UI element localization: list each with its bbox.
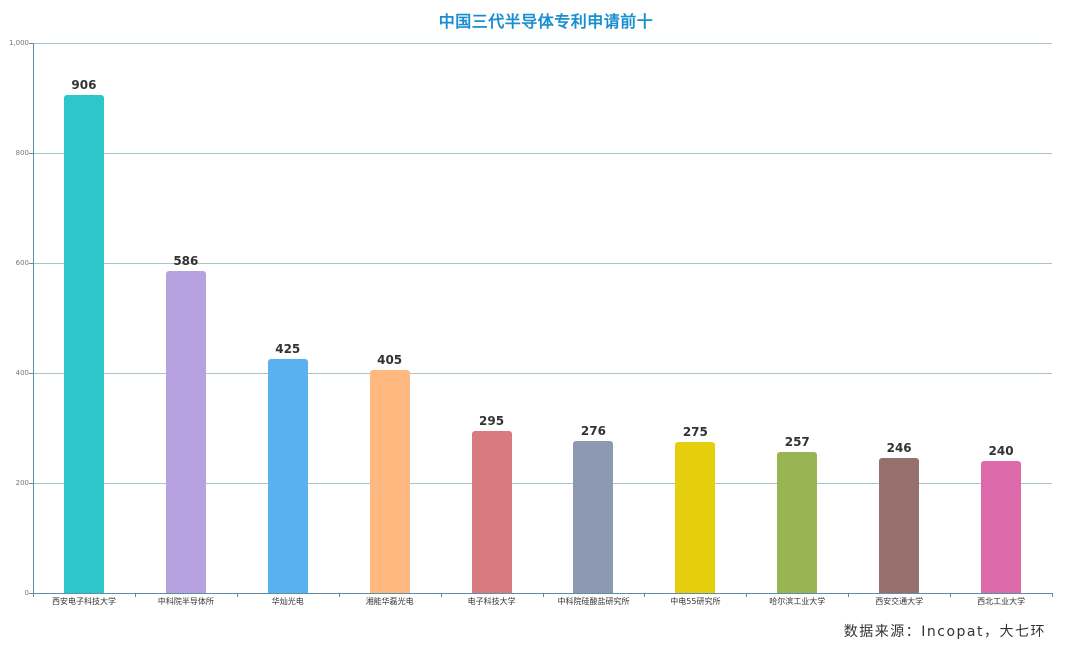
x-category-label: 中电55研究所 <box>670 597 721 606</box>
bar[interactable] <box>879 457 920 593</box>
bar[interactable] <box>675 441 716 593</box>
x-category-label: 中科院硅酸盐研究所 <box>557 597 630 606</box>
y-tick <box>29 373 33 374</box>
x-category-label: 中科院半导体所 <box>157 597 214 606</box>
x-tick <box>542 593 544 597</box>
x-tick <box>950 593 952 597</box>
x-category-label: 西安交通大学 <box>875 597 924 606</box>
x-tick <box>338 593 340 597</box>
x-tick <box>33 593 34 597</box>
x-tick <box>1052 593 1053 597</box>
x-tick <box>236 593 238 597</box>
bar-value-label: 257 <box>784 434 810 449</box>
y-tick-label: 800 <box>15 149 29 157</box>
bar[interactable] <box>981 461 1022 593</box>
bar[interactable] <box>165 270 206 593</box>
y-tick <box>29 43 33 44</box>
bar-value-label: 240 <box>988 444 1014 458</box>
x-axis-line <box>33 593 1052 594</box>
bar-value-label: 425 <box>275 342 301 357</box>
x-tick <box>440 593 442 597</box>
x-category-label: 华灿光电 <box>271 597 304 606</box>
x-category-label: 西安电子科技大学 <box>52 597 116 606</box>
gridline <box>33 43 1052 44</box>
y-tick <box>29 263 33 264</box>
y-tick-label: 1,000 <box>8 39 29 47</box>
gridline <box>33 373 1052 374</box>
x-tick <box>644 593 646 597</box>
bar[interactable] <box>777 451 818 593</box>
bar-value-label: 906 <box>71 77 97 92</box>
y-tick-label: 0 <box>24 589 29 597</box>
y-tick <box>29 593 33 594</box>
bar[interactable] <box>573 441 614 593</box>
x-tick <box>848 593 850 597</box>
data-source-caption: 数据来源：Incopat，大七环 <box>843 624 1046 640</box>
y-tick-label: 600 <box>15 259 29 267</box>
x-tick <box>134 593 136 597</box>
bar-value-label: 246 <box>886 440 912 455</box>
bar-value-label: 275 <box>682 424 708 439</box>
x-category-label: 湘能华磊光电 <box>365 597 414 606</box>
chart-title: 中国三代半导体专利申请前十 <box>438 12 654 31</box>
y-axis-line <box>33 43 34 593</box>
x-category-label: 哈尔滨工业大学 <box>769 597 826 606</box>
bar-value-label: 295 <box>479 413 505 428</box>
bar[interactable] <box>369 370 410 593</box>
x-category-label: 西北工业大学 <box>977 597 1026 606</box>
bar-value-label: 586 <box>173 253 199 268</box>
gridline <box>33 483 1052 484</box>
y-tick <box>29 153 33 154</box>
y-tick <box>29 483 33 484</box>
bar-value-label: 276 <box>580 424 606 439</box>
x-tick <box>746 593 748 597</box>
gridline <box>33 263 1052 264</box>
bar[interactable] <box>267 359 308 593</box>
y-tick-label: 200 <box>15 479 29 487</box>
x-category-label: 电子科技大学 <box>467 597 516 606</box>
y-tick-label: 400 <box>15 369 29 377</box>
bar-value-label: 405 <box>377 353 403 368</box>
gridline <box>33 153 1052 154</box>
bar[interactable] <box>63 94 104 593</box>
bar[interactable] <box>471 430 512 593</box>
